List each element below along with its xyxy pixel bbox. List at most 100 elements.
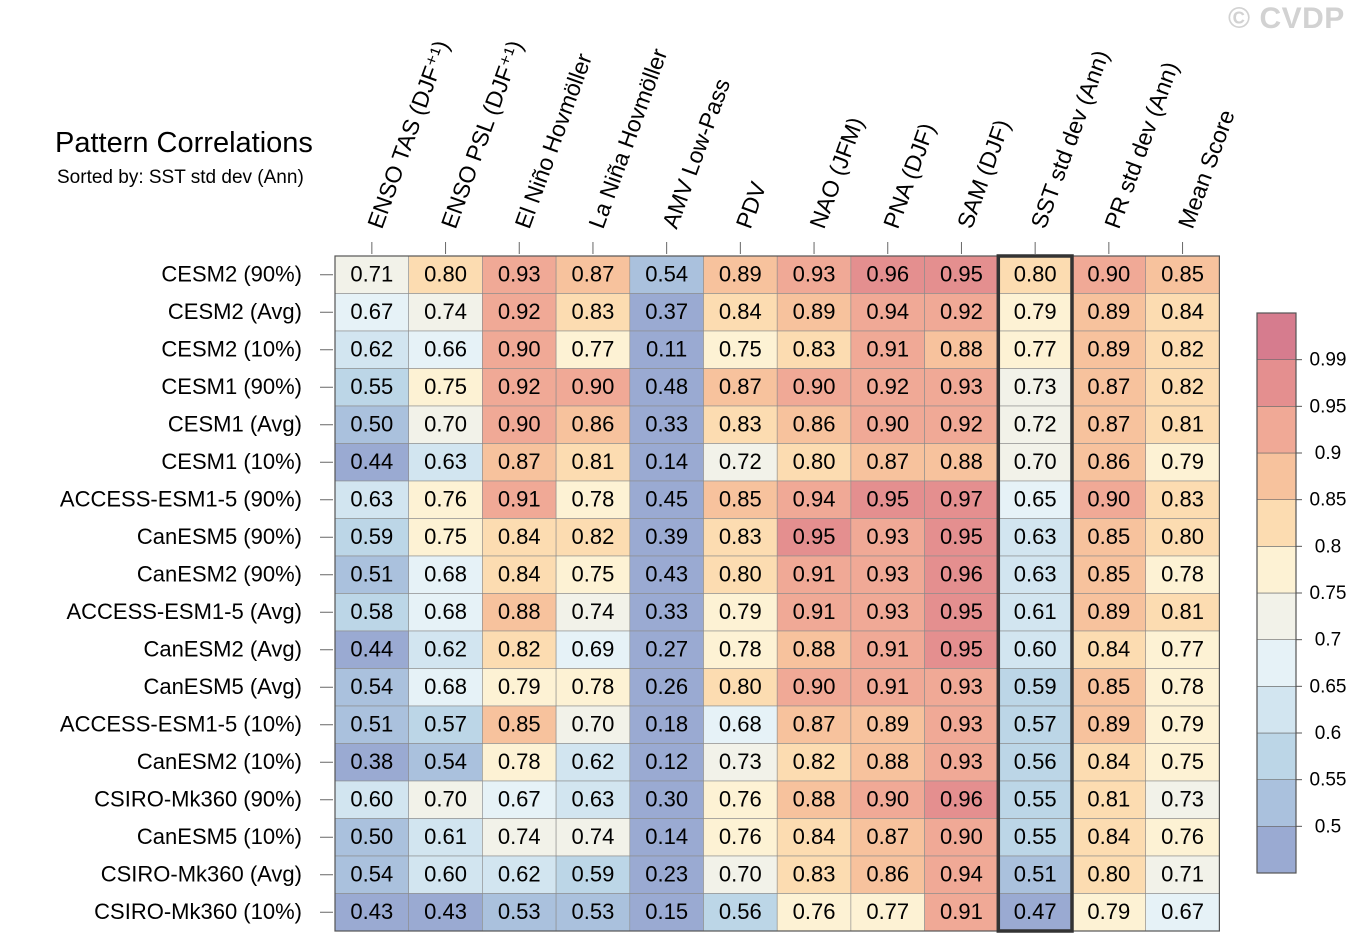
heatmap-cell bbox=[776, 893, 852, 932]
colorbar-label: 0.85 bbox=[1310, 490, 1347, 511]
row-label-canesm5-avg: CanESM5 (Avg) bbox=[143, 674, 302, 699]
colorbar-swatch bbox=[1256, 499, 1297, 547]
cell-value-label: 0.83 bbox=[793, 862, 836, 887]
row-label-cesm2-10: CESM2 (10%) bbox=[161, 337, 302, 362]
heatmap-cells bbox=[334, 255, 1221, 932]
cell-value-label: 0.87 bbox=[1087, 412, 1130, 437]
cell-value-label: 0.82 bbox=[793, 749, 836, 774]
heatmap-cell bbox=[555, 893, 631, 932]
cell-value-label: 0.85 bbox=[498, 712, 541, 737]
heatmap-cell bbox=[776, 330, 852, 369]
cell-value-label: 0.93 bbox=[498, 262, 541, 287]
heatmap-cell bbox=[629, 405, 704, 444]
heatmap-cell bbox=[703, 780, 778, 819]
cell-value-label: 0.87 bbox=[572, 262, 615, 287]
cell-value-label: 0.30 bbox=[645, 787, 688, 812]
heatmap-cell bbox=[1071, 780, 1146, 819]
cell-value-label: 0.87 bbox=[866, 824, 909, 849]
colorbar-label: 0.7 bbox=[1315, 630, 1341, 651]
cell-value-label: 0.89 bbox=[866, 712, 909, 737]
heatmap-cell bbox=[629, 705, 704, 744]
row-label-cesm2-90: CESM2 (90%) bbox=[161, 262, 302, 287]
heatmap-cell bbox=[997, 743, 1073, 782]
heatmap-cell bbox=[482, 855, 557, 894]
colorbar-label: 0.6 bbox=[1315, 723, 1341, 744]
heatmap-cell bbox=[629, 593, 704, 632]
heatmap-cell bbox=[408, 630, 483, 669]
heatmap-cell bbox=[703, 443, 778, 482]
cell-value-label: 0.75 bbox=[719, 337, 762, 362]
cell-value-label: 0.14 bbox=[645, 449, 688, 474]
cell-value-label: 0.91 bbox=[866, 337, 909, 362]
cell-value-label: 0.90 bbox=[866, 787, 909, 812]
cell-value-label: 0.78 bbox=[719, 637, 762, 662]
cell-value-label: 0.73 bbox=[719, 749, 762, 774]
cell-value-label: 0.48 bbox=[645, 374, 688, 399]
heatmap-cell bbox=[408, 743, 483, 782]
heatmap-cell bbox=[703, 368, 778, 407]
cell-value-label: 0.89 bbox=[719, 262, 762, 287]
heatmap-cell bbox=[924, 480, 999, 519]
cell-value-label: 0.44 bbox=[350, 637, 393, 662]
heatmap-cell bbox=[629, 743, 704, 782]
row-label-cesm1-avg: CESM1 (Avg) bbox=[168, 412, 302, 437]
cell-value-label: 0.95 bbox=[940, 524, 983, 549]
cell-value-label: 0.88 bbox=[866, 749, 909, 774]
heatmap-cell bbox=[629, 293, 704, 332]
cell-value-label: 0.93 bbox=[940, 674, 983, 699]
heatmap-cell bbox=[629, 893, 704, 932]
row-label-csiro-mk360-90: CSIRO-Mk360 (90%) bbox=[94, 787, 302, 812]
cell-value-label: 0.57 bbox=[1014, 712, 1057, 737]
colorbar-label: 0.75 bbox=[1310, 583, 1347, 604]
heatmap-cell bbox=[408, 368, 483, 407]
heatmap-cell bbox=[1071, 593, 1146, 632]
heatmap-cell bbox=[924, 443, 999, 482]
cell-value-label: 0.14 bbox=[645, 824, 688, 849]
colorbar-label: 0.65 bbox=[1310, 676, 1347, 697]
heatmap-cell bbox=[1145, 255, 1220, 294]
heatmap-cell bbox=[850, 518, 925, 557]
heatmap-cell bbox=[1071, 743, 1146, 782]
cell-value-label: 0.73 bbox=[1161, 787, 1204, 812]
cell-value-label: 0.50 bbox=[350, 412, 393, 437]
cell-value-label: 0.80 bbox=[1161, 524, 1204, 549]
heatmap-cell bbox=[408, 668, 483, 707]
watermark: © CVDP bbox=[1228, 2, 1345, 35]
heatmap-cell bbox=[1145, 893, 1220, 932]
heatmap-cell bbox=[703, 705, 778, 744]
column-label-pna-djf: PNA (DJF) bbox=[878, 120, 940, 232]
row-label-access-esm1-5-10: ACCESS-ESM1-5 (10%) bbox=[60, 712, 302, 737]
cell-value-label: 0.91 bbox=[498, 487, 541, 512]
heatmap-cell bbox=[482, 518, 557, 557]
cell-value-label: 0.62 bbox=[350, 337, 393, 362]
heatmap-cell bbox=[703, 893, 778, 932]
cell-value-label: 0.85 bbox=[719, 487, 762, 512]
heatmap-cell bbox=[334, 818, 409, 857]
cell-value-label: 0.78 bbox=[572, 487, 615, 512]
cell-value-label: 0.95 bbox=[793, 524, 836, 549]
cell-value-label: 0.84 bbox=[719, 299, 762, 324]
colorbar-swatch bbox=[1256, 779, 1297, 827]
heatmap-cell bbox=[703, 630, 778, 669]
heatmap-cell bbox=[997, 293, 1073, 332]
cell-value-label: 0.71 bbox=[350, 262, 393, 287]
colorbar-swatch bbox=[1256, 592, 1297, 640]
column-label-amv-low-pass: AMV Low-Pass bbox=[657, 75, 735, 232]
row-label-cesm1-90: CESM1 (90%) bbox=[161, 374, 302, 399]
cell-value-label: 0.77 bbox=[866, 899, 909, 924]
heatmap-cell bbox=[1145, 368, 1220, 407]
cell-value-label: 0.90 bbox=[793, 674, 836, 699]
cell-value-label: 0.91 bbox=[793, 562, 836, 587]
cell-value-label: 0.81 bbox=[572, 449, 615, 474]
cell-value-label: 0.92 bbox=[940, 299, 983, 324]
cell-value-label: 0.77 bbox=[1161, 637, 1204, 662]
cell-value-label: 0.45 bbox=[645, 487, 688, 512]
cell-value-label: 0.84 bbox=[1087, 824, 1130, 849]
row-label-cesm1-10: CESM1 (10%) bbox=[161, 449, 302, 474]
cell-value-label: 0.93 bbox=[866, 599, 909, 624]
heatmap-cell bbox=[408, 255, 483, 294]
heatmap-cell bbox=[850, 593, 925, 632]
cell-value-label: 0.95 bbox=[940, 262, 983, 287]
cell-value-label: 0.92 bbox=[498, 299, 541, 324]
cell-value-label: 0.59 bbox=[1014, 674, 1057, 699]
